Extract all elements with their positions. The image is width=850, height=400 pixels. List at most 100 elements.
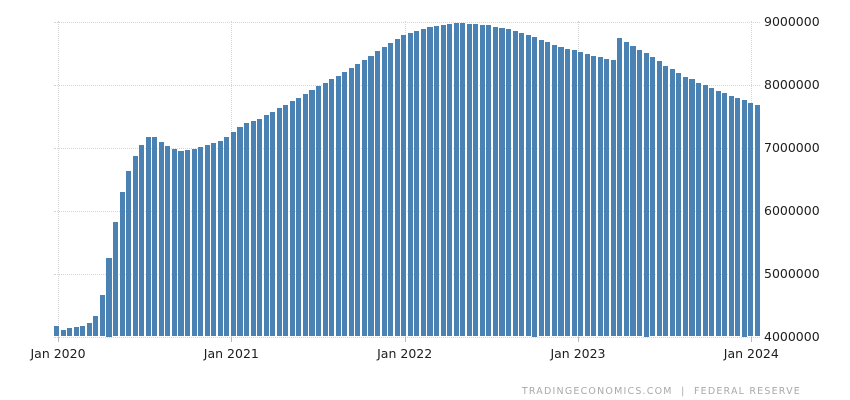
bar[interactable] <box>427 27 433 337</box>
bar[interactable] <box>460 23 466 337</box>
bar[interactable] <box>296 97 302 337</box>
bar[interactable] <box>211 143 217 337</box>
bar[interactable] <box>374 51 381 337</box>
bar[interactable] <box>551 44 557 337</box>
bar[interactable] <box>407 32 413 337</box>
bar[interactable] <box>171 149 177 337</box>
bar[interactable] <box>689 79 695 337</box>
bar[interactable] <box>250 121 256 337</box>
bar[interactable] <box>401 35 407 337</box>
bar[interactable] <box>368 55 374 337</box>
bar[interactable] <box>584 54 590 337</box>
bar[interactable] <box>473 24 479 337</box>
bar[interactable] <box>663 65 669 337</box>
bar[interactable] <box>204 144 210 337</box>
bar[interactable] <box>67 327 73 337</box>
bar[interactable] <box>538 39 544 337</box>
bar[interactable] <box>453 23 459 337</box>
bar[interactable] <box>591 56 597 337</box>
bar[interactable] <box>106 257 112 337</box>
bar[interactable] <box>754 104 761 337</box>
bar[interactable] <box>335 75 341 337</box>
bar[interactable] <box>283 104 289 337</box>
bar[interactable] <box>709 87 715 337</box>
bar[interactable] <box>270 111 276 337</box>
bar[interactable] <box>617 37 623 337</box>
bar[interactable] <box>224 137 230 337</box>
bar[interactable] <box>466 24 472 337</box>
bar[interactable] <box>512 30 518 337</box>
bar[interactable] <box>669 69 675 337</box>
bar[interactable] <box>486 25 492 337</box>
bar[interactable] <box>420 29 426 337</box>
bar[interactable] <box>342 71 348 337</box>
bar[interactable] <box>60 329 66 337</box>
bar[interactable] <box>623 41 630 337</box>
bar[interactable] <box>597 57 603 337</box>
bar[interactable] <box>119 192 125 337</box>
bar[interactable] <box>355 63 361 337</box>
bar[interactable] <box>309 90 315 337</box>
bar[interactable] <box>519 32 525 337</box>
bar[interactable] <box>237 126 243 337</box>
bar[interactable] <box>394 39 400 337</box>
bar[interactable] <box>722 93 728 337</box>
bar[interactable] <box>348 68 354 337</box>
bar[interactable] <box>54 325 60 337</box>
bar[interactable] <box>112 222 119 337</box>
bar[interactable] <box>676 73 682 337</box>
bar[interactable] <box>492 26 498 337</box>
bar[interactable] <box>545 42 551 337</box>
bar[interactable] <box>73 327 79 337</box>
bar[interactable] <box>414 30 420 337</box>
bar[interactable] <box>99 294 105 337</box>
bar[interactable] <box>525 34 531 337</box>
bar[interactable] <box>532 37 538 337</box>
bar[interactable] <box>185 150 191 337</box>
bar[interactable] <box>656 61 662 337</box>
bar[interactable] <box>604 58 610 337</box>
bar[interactable] <box>388 42 394 337</box>
bar[interactable] <box>217 141 223 337</box>
bar[interactable] <box>263 115 269 337</box>
bar[interactable] <box>702 85 708 337</box>
bar[interactable] <box>165 146 171 337</box>
bar[interactable] <box>695 82 702 337</box>
bar[interactable] <box>381 46 387 337</box>
bar[interactable] <box>126 170 132 337</box>
bar[interactable] <box>558 46 564 337</box>
bar[interactable] <box>564 48 571 337</box>
bar[interactable] <box>158 141 164 337</box>
bar[interactable] <box>748 102 754 337</box>
bar[interactable] <box>499 27 505 337</box>
bar[interactable] <box>322 82 328 337</box>
bar[interactable] <box>257 118 263 337</box>
bar[interactable] <box>433 25 440 337</box>
bar[interactable] <box>145 137 151 337</box>
bar[interactable] <box>643 53 649 337</box>
bar[interactable] <box>302 93 309 337</box>
bar[interactable] <box>741 100 747 337</box>
bar[interactable] <box>276 108 282 337</box>
bar[interactable] <box>80 326 86 337</box>
bar[interactable] <box>132 156 138 337</box>
bar[interactable] <box>440 24 446 337</box>
bar[interactable] <box>198 146 204 337</box>
bar[interactable] <box>316 86 322 337</box>
bar[interactable] <box>682 76 688 337</box>
bar[interactable] <box>715 90 721 337</box>
bar[interactable] <box>139 144 145 337</box>
bar[interactable] <box>571 50 577 337</box>
bar[interactable] <box>610 59 616 337</box>
bar[interactable] <box>650 56 656 337</box>
bar[interactable] <box>637 49 643 337</box>
bar[interactable] <box>735 98 741 337</box>
bar[interactable] <box>230 132 236 337</box>
bar[interactable] <box>289 100 295 337</box>
bar[interactable] <box>86 322 92 337</box>
bar[interactable] <box>479 24 485 337</box>
bar[interactable] <box>152 136 158 337</box>
bar[interactable] <box>506 29 512 337</box>
bar[interactable] <box>447 24 453 337</box>
bar[interactable] <box>728 95 734 337</box>
